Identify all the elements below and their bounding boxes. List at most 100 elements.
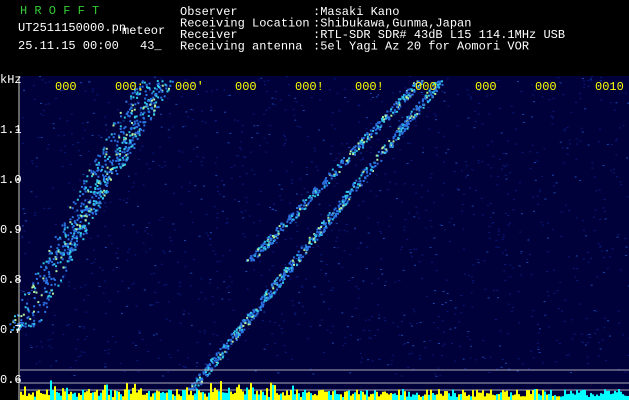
- noise-dot: [516, 370, 519, 372]
- noise-dot: [305, 174, 308, 176]
- noise-dot: [195, 135, 198, 137]
- streak-dot: [155, 92, 158, 95]
- streak-dot: [104, 183, 107, 186]
- streak-dot: [359, 141, 362, 144]
- noise-dot: [368, 337, 371, 339]
- level-bar: [528, 390, 530, 400]
- streak-dot: [389, 110, 392, 113]
- streak-dot: [119, 165, 122, 168]
- streak-dot: [374, 132, 377, 135]
- streak-dot: [12, 319, 15, 322]
- noise-dot: [588, 336, 591, 338]
- noise-dot: [216, 190, 219, 192]
- noise-dot: [330, 124, 333, 126]
- streak-dot: [191, 382, 194, 385]
- streak-dot: [118, 162, 121, 165]
- streak-dot: [101, 191, 104, 194]
- streak-dot: [316, 188, 319, 191]
- streak-dot: [124, 139, 127, 142]
- noise-dot: [328, 205, 331, 207]
- noise-dot: [392, 92, 395, 94]
- streak-dot: [297, 250, 300, 253]
- noise-dot: [177, 293, 180, 295]
- noise-dot: [501, 252, 504, 254]
- streak-dot: [210, 359, 213, 362]
- streak-dot: [272, 236, 275, 239]
- level-bar: [568, 393, 570, 400]
- streak-dot: [98, 194, 101, 197]
- noise-dot: [319, 269, 322, 271]
- noise-dot: [168, 250, 171, 252]
- noise-dot: [184, 266, 187, 268]
- streak-dot: [9, 323, 12, 326]
- noise-dot: [202, 156, 205, 158]
- streak-dot: [91, 175, 94, 178]
- level-bar: [276, 393, 278, 400]
- noise-dot: [101, 269, 104, 271]
- noise-dot: [212, 250, 215, 252]
- streak-dot: [365, 140, 368, 143]
- streak-dot: [48, 257, 51, 260]
- level-bar: [346, 391, 348, 400]
- streak-dot: [279, 284, 282, 287]
- noise-dot: [333, 185, 336, 187]
- streak-dot: [248, 312, 251, 315]
- streak-dot: [104, 190, 107, 193]
- y-tick-label: 0.8: [0, 273, 22, 287]
- streak-dot: [384, 117, 387, 120]
- noise-dot: [379, 148, 382, 150]
- noise-dot: [96, 235, 99, 237]
- level-bar: [228, 387, 230, 400]
- streak-dot: [430, 93, 433, 96]
- noise-dot: [303, 187, 306, 189]
- noise-dot: [599, 80, 602, 82]
- streak-dot: [416, 86, 419, 89]
- noise-dot: [273, 322, 276, 324]
- streak-dot: [26, 307, 29, 310]
- level-bar: [70, 391, 72, 400]
- level-bar: [246, 387, 248, 400]
- level-bar: [410, 396, 412, 400]
- noise-dot: [190, 109, 193, 111]
- level-bar: [594, 396, 596, 400]
- noise-dot: [572, 267, 575, 269]
- noise-dot: [24, 220, 27, 222]
- noise-dot: [624, 92, 627, 94]
- noise-dot: [499, 107, 502, 109]
- streak-dot: [255, 309, 258, 312]
- streak-dot: [260, 244, 263, 247]
- noise-dot: [369, 146, 372, 148]
- noise-dot: [384, 173, 387, 175]
- noise-dot: [271, 265, 274, 267]
- noise-dot: [165, 284, 168, 286]
- noise-dot: [496, 290, 499, 292]
- noise-dot: [611, 248, 614, 250]
- streak-dot: [99, 193, 102, 196]
- level-bar: [110, 389, 112, 400]
- streak-dot: [43, 301, 46, 304]
- noise-dot: [309, 231, 312, 233]
- noise-dot: [466, 174, 469, 176]
- noise-dot: [283, 345, 286, 347]
- noise-dot: [41, 79, 44, 81]
- streak-dot: [195, 387, 198, 390]
- streak-dot: [209, 364, 212, 367]
- noise-dot: [156, 302, 159, 304]
- streak-dot: [219, 356, 222, 359]
- noise-dot: [224, 111, 227, 113]
- streak-dot: [411, 93, 414, 96]
- noise-dot: [487, 144, 490, 146]
- streak-dot: [270, 237, 273, 240]
- streak-dot: [355, 179, 358, 182]
- streak-dot: [82, 238, 85, 241]
- noise-dot: [215, 175, 218, 177]
- level-bar: [482, 390, 484, 400]
- streak-dot: [257, 248, 260, 251]
- noise-dot: [370, 283, 373, 285]
- streak-dot: [79, 234, 82, 237]
- noise-dot: [241, 183, 244, 185]
- noise-dot: [603, 317, 606, 319]
- noise-dot: [289, 238, 292, 240]
- streak-dot: [302, 255, 305, 258]
- streak-dot: [355, 189, 358, 192]
